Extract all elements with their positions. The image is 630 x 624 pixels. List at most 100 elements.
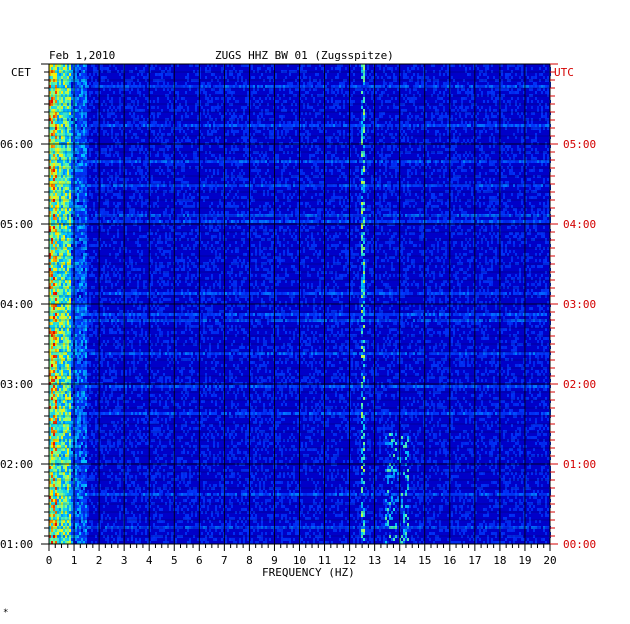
heatmap-cell — [361, 184, 363, 187]
heatmap-cell — [225, 112, 227, 115]
heatmap-cell — [55, 169, 57, 172]
heatmap-cell — [157, 97, 159, 100]
heatmap-cell — [51, 199, 53, 202]
heatmap-cell — [61, 109, 63, 112]
heatmap-cell — [145, 199, 147, 202]
heatmap-cell — [535, 85, 537, 88]
heatmap-cell — [61, 184, 63, 187]
heatmap-cell — [249, 124, 251, 127]
heatmap-cell — [495, 88, 497, 91]
heatmap-cell — [199, 160, 201, 163]
heatmap-cell — [79, 136, 81, 139]
heatmap-cell — [111, 163, 113, 166]
heatmap-cell — [69, 199, 71, 202]
heatmap-cell — [159, 130, 161, 133]
heatmap-cell — [435, 130, 437, 133]
heatmap-cell — [303, 193, 305, 196]
heatmap-cell — [447, 160, 449, 163]
heatmap-cell — [101, 151, 103, 154]
heatmap-cell — [125, 124, 127, 127]
heatmap-cell — [301, 112, 303, 115]
heatmap-cell — [363, 97, 365, 100]
heatmap-cell — [245, 64, 247, 67]
heatmap-cell — [225, 160, 227, 163]
heatmap-cell — [181, 115, 183, 118]
heatmap-cell — [209, 145, 211, 148]
heatmap-cell — [343, 136, 345, 139]
heatmap-cell — [233, 169, 235, 172]
heatmap-cell — [355, 175, 357, 178]
heatmap-cell — [507, 160, 509, 163]
heatmap-cell — [129, 91, 131, 94]
heatmap-cell — [489, 160, 491, 163]
heatmap-cell — [83, 91, 85, 94]
heatmap-cell — [323, 109, 325, 112]
heatmap-cell — [61, 79, 63, 82]
heatmap-cell — [57, 205, 59, 208]
heatmap-cell — [373, 184, 375, 187]
heatmap-cell — [363, 151, 365, 154]
heatmap-cell — [103, 109, 105, 112]
heatmap-cell — [71, 91, 73, 94]
heatmap-cell — [341, 88, 343, 91]
heatmap-cell — [427, 124, 429, 127]
heatmap-cell — [321, 169, 323, 172]
heatmap-cell — [403, 124, 405, 127]
heatmap-cell — [227, 184, 229, 187]
heatmap-cell — [151, 85, 153, 88]
heatmap-cell — [191, 184, 193, 187]
heatmap-cell — [139, 169, 141, 172]
heatmap-cell — [137, 100, 139, 103]
heatmap-cell — [335, 151, 337, 154]
heatmap-cell — [195, 187, 197, 190]
heatmap-cell — [509, 103, 511, 106]
heatmap-cell — [133, 76, 135, 79]
heatmap-cell — [87, 184, 89, 187]
heatmap-cell — [433, 70, 435, 73]
heatmap-cell — [247, 115, 249, 118]
heatmap-cell — [83, 172, 85, 175]
heatmap-cell — [63, 106, 65, 109]
heatmap-cell — [269, 175, 271, 178]
heatmap-cell — [503, 88, 505, 91]
heatmap-cell — [257, 151, 259, 154]
heatmap-cell — [361, 181, 363, 184]
heatmap-cell — [169, 133, 171, 136]
heatmap-cell — [335, 100, 337, 103]
heatmap-cell — [257, 160, 259, 163]
heatmap-cell — [59, 157, 61, 160]
heatmap-cell — [85, 103, 87, 106]
heatmap-cell — [479, 124, 481, 127]
heatmap-cell — [463, 97, 465, 100]
heatmap-cell — [205, 151, 207, 154]
heatmap-cell — [241, 85, 243, 88]
heatmap-cell — [545, 193, 547, 196]
heatmap-cell — [151, 181, 153, 184]
heatmap-cell — [417, 184, 419, 187]
heatmap-cell — [101, 64, 103, 67]
heatmap-cell — [303, 172, 305, 175]
heatmap-cell — [57, 163, 59, 166]
heatmap-cell — [63, 73, 65, 76]
heatmap-cell — [355, 166, 357, 169]
heatmap-cell — [85, 148, 87, 151]
heatmap-cell — [129, 160, 131, 163]
heatmap-cell — [539, 160, 541, 163]
heatmap-cell — [93, 67, 95, 70]
heatmap-cell — [227, 160, 229, 163]
heatmap-cell — [525, 127, 527, 130]
heatmap-cell — [527, 160, 529, 163]
heatmap-cell — [217, 172, 219, 175]
heatmap-cell — [175, 85, 177, 88]
heatmap-cell — [361, 124, 363, 127]
heatmap-cell — [69, 64, 71, 67]
heatmap-cell — [169, 73, 171, 76]
heatmap-cell — [407, 124, 409, 127]
heatmap-cell — [421, 85, 423, 88]
heatmap-cell — [315, 145, 317, 148]
heatmap-cell — [215, 157, 217, 160]
heatmap-cell — [67, 67, 69, 70]
heatmap-cell — [293, 181, 295, 184]
heatmap-cell — [81, 103, 83, 106]
heatmap-cell — [63, 121, 65, 124]
